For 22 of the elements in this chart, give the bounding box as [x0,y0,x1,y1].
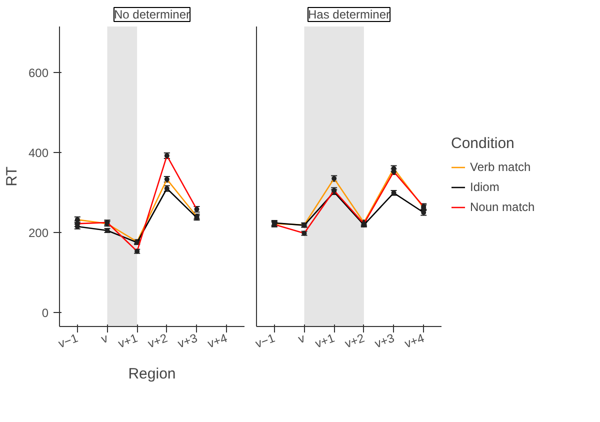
y-tick-label: 400 [28,146,49,160]
y-tick-label: 600 [28,66,49,80]
legend-label: Idiom [470,180,500,194]
x-tick-label: v−1 [56,330,80,351]
x-tick-label: v+4 [402,330,426,351]
x-tick-label: v−1 [254,330,278,351]
x-tick-label: v+4 [206,330,230,351]
x-tick-label: v [296,330,307,346]
y-axis-title: RT [3,166,20,186]
legend-label: Noun match [470,200,535,214]
x-tick-label: v+2 [146,330,170,351]
legend-title: Condition [451,135,516,152]
x-axis-title: Region [128,365,176,382]
legend-label: Verb match [470,160,531,174]
x-tick-label: v+3 [176,330,200,351]
x-tick-label: v [99,330,110,346]
y-tick-label: 200 [28,226,49,240]
x-tick-label: v+1 [116,330,140,351]
y-tick-label: 0 [42,306,49,320]
x-tick-label: v+3 [372,330,396,351]
x-tick-label: v+2 [343,330,367,351]
x-tick-label: v+1 [313,330,337,351]
